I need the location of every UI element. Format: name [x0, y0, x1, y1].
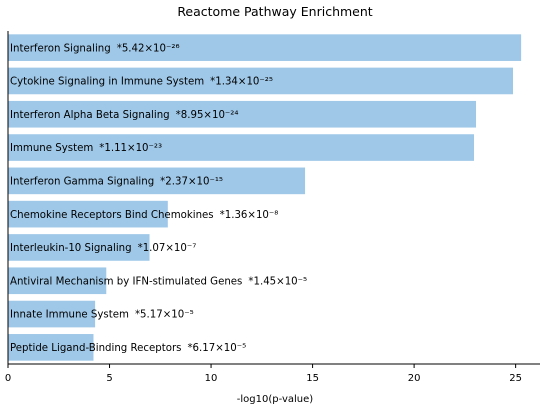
bars-group	[8, 34, 522, 361]
bar-pvalue-8: *1.45×10⁻⁵	[248, 276, 307, 287]
bar-1	[8, 34, 522, 61]
bar-5	[8, 167, 306, 195]
chart-title: Reactome Pathway Enrichment	[177, 4, 372, 19]
x-tick-label-15: 15	[306, 373, 319, 384]
bar-3	[8, 100, 477, 128]
x-axis-ticks: 0 5 10 15 20 25	[5, 364, 522, 384]
bar-label-7: Interleukin-10 Signaling *1.07×10⁻⁷	[10, 243, 196, 254]
x-axis-label: -log10(p-value)	[237, 394, 313, 405]
bar-pvalue-3: *8.95×10⁻²⁴	[176, 110, 239, 121]
bar-4	[8, 134, 475, 161]
bar-pvalue-7: *1.07×10⁻⁷	[138, 243, 197, 254]
bar-category-9: Innate Immune System	[10, 310, 129, 321]
bar-6	[8, 200, 168, 228]
bar-label-5: Interferon Gamma Signaling *2.37×10⁻¹⁵	[10, 176, 223, 187]
bar-category-10: Peptide Ligand-Binding Receptors	[10, 343, 181, 354]
x-tick-label-0: 0	[5, 373, 11, 384]
bar-pvalue-10: *6.17×10⁻⁵	[187, 343, 246, 354]
bar-category-5: Interferon Gamma Signaling	[10, 176, 154, 187]
bar-label-6: Chemokine Receptors Bind Chemokines *1.36…	[10, 210, 278, 221]
bar-label-1: Interferon Signaling *5.42×10⁻²⁶	[10, 43, 180, 54]
bar-category-8: Antiviral Mechanism by IFN-stimulated Ge…	[10, 276, 242, 287]
bar-category-4: Immune System	[10, 143, 93, 154]
bar-2	[8, 67, 513, 95]
bar-label-3: Interferon Alpha Beta Signaling *8.95×10⁻…	[10, 110, 238, 121]
bar-category-6: Chemokine Receptors Bind Chemokines	[10, 210, 214, 221]
bar-pvalue-2: *1.34×10⁻²⁵	[210, 77, 273, 88]
bar-7	[8, 234, 150, 261]
x-tick-label-20: 20	[408, 373, 421, 384]
bar-8	[8, 267, 107, 295]
bar-pvalue-4: *1.11×10⁻²³	[99, 143, 162, 154]
bar-label-4: Immune System *1.11×10⁻²³	[10, 143, 162, 154]
bar-pvalue-1: *5.42×10⁻²⁶	[117, 43, 180, 54]
bar-9	[8, 300, 96, 328]
x-tick-label-5: 5	[106, 373, 112, 384]
bar-label-10: Peptide Ligand-Binding Receptors *6.17×10…	[10, 343, 246, 354]
bar-label-8: Antiviral Mechanism by IFN-stimulated Ge…	[10, 276, 307, 287]
x-tick-label-10: 10	[205, 373, 218, 384]
bar-category-1: Interferon Signaling	[10, 43, 111, 54]
bar-label-2: Cytokine Signaling in Immune System *1.34…	[10, 77, 273, 88]
bar-pvalue-6: *1.36×10⁻⁸	[220, 210, 279, 221]
x-tick-label-25: 25	[509, 373, 522, 384]
bar-category-2: Cytokine Signaling in Immune System	[10, 77, 204, 88]
bar-category-7: Interleukin-10 Signaling	[10, 243, 132, 254]
bar-labels-group: Interferon Signaling *5.42×10⁻²⁶ Cytokine …	[10, 43, 307, 354]
bar-10	[8, 334, 94, 361]
bar-category-3: Interferon Alpha Beta Signaling	[10, 110, 170, 121]
bar-label-9: Innate Immune System *5.17×10⁻⁵	[10, 310, 194, 321]
bar-pvalue-9: *5.17×10⁻⁵	[135, 310, 194, 321]
bar-pvalue-5: *2.37×10⁻¹⁵	[160, 176, 223, 187]
